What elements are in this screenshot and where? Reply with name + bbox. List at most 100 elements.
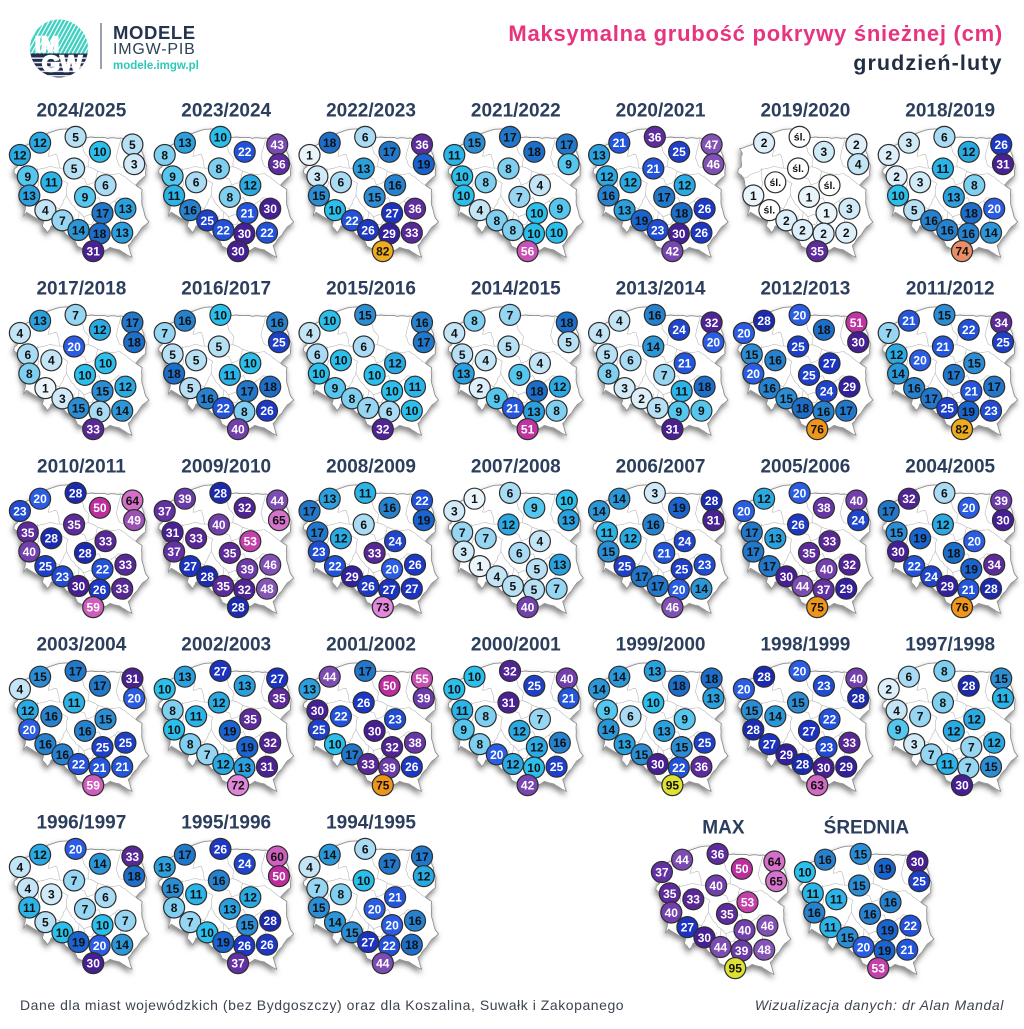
svg-text:31: 31 <box>502 696 516 710</box>
svg-text:11: 11 <box>190 888 203 902</box>
svg-text:25: 25 <box>802 368 816 382</box>
svg-text:20: 20 <box>913 354 927 368</box>
svg-text:5: 5 <box>42 916 49 930</box>
svg-text:7: 7 <box>59 214 66 228</box>
svg-text:20: 20 <box>857 940 871 954</box>
svg-text:18: 18 <box>167 367 181 381</box>
svg-text:26: 26 <box>238 939 252 953</box>
svg-text:16: 16 <box>553 736 567 750</box>
svg-text:13: 13 <box>648 664 662 678</box>
svg-text:6: 6 <box>362 130 369 144</box>
svg-text:11: 11 <box>223 368 236 382</box>
svg-text:11: 11 <box>937 162 950 176</box>
svg-text:19: 19 <box>635 214 649 228</box>
svg-text:śl.: śl. <box>769 177 781 189</box>
svg-text:4: 4 <box>596 326 603 340</box>
svg-text:36: 36 <box>272 158 286 172</box>
svg-text:13: 13 <box>116 226 130 240</box>
svg-text:42: 42 <box>666 245 680 259</box>
svg-text:12: 12 <box>334 532 348 546</box>
svg-text:7: 7 <box>507 308 514 322</box>
svg-text:12: 12 <box>936 518 950 532</box>
svg-text:35: 35 <box>663 887 677 901</box>
svg-text:28: 28 <box>78 546 92 560</box>
svg-text:2: 2 <box>820 227 827 241</box>
svg-text:16: 16 <box>178 314 192 328</box>
svg-text:17: 17 <box>503 130 517 144</box>
svg-text:IM: IM <box>35 32 59 57</box>
svg-text:30: 30 <box>651 757 665 771</box>
svg-text:6: 6 <box>507 486 514 500</box>
svg-text:7: 7 <box>204 748 211 762</box>
svg-text:17: 17 <box>383 857 397 871</box>
svg-text:13: 13 <box>223 902 237 916</box>
svg-text:22: 22 <box>904 919 918 933</box>
svg-text:16: 16 <box>647 518 661 532</box>
svg-text:22: 22 <box>908 560 922 574</box>
svg-text:51: 51 <box>850 316 864 330</box>
svg-text:10: 10 <box>647 696 661 710</box>
svg-text:15: 15 <box>468 136 482 150</box>
svg-text:33: 33 <box>368 546 382 560</box>
svg-text:20: 20 <box>988 202 1002 216</box>
svg-text:32: 32 <box>385 741 399 755</box>
svg-text:13: 13 <box>457 367 471 381</box>
svg-text:40: 40 <box>560 672 574 686</box>
svg-text:8: 8 <box>349 392 356 406</box>
svg-text:2020/2021: 2020/2021 <box>616 101 706 122</box>
svg-text:36: 36 <box>695 760 709 774</box>
svg-text:1: 1 <box>823 207 830 221</box>
svg-text:25: 25 <box>672 145 686 159</box>
svg-text:16: 16 <box>212 874 226 888</box>
svg-text:1: 1 <box>42 382 49 396</box>
svg-text:7: 7 <box>187 916 194 930</box>
svg-text:10: 10 <box>214 308 228 322</box>
svg-text:75: 75 <box>811 601 825 615</box>
svg-text:16: 16 <box>184 204 198 218</box>
svg-text:11: 11 <box>68 696 81 710</box>
svg-text:20: 20 <box>737 504 751 518</box>
svg-text:6: 6 <box>941 486 948 500</box>
svg-text:15: 15 <box>33 670 47 684</box>
svg-text:26: 26 <box>995 138 1009 152</box>
svg-text:2002/2003: 2002/2003 <box>181 635 271 656</box>
svg-text:16: 16 <box>408 914 422 928</box>
svg-text:95: 95 <box>666 779 680 793</box>
svg-text:22: 22 <box>217 401 231 415</box>
svg-text:5: 5 <box>72 130 79 144</box>
svg-text:12: 12 <box>502 518 516 532</box>
svg-text:18: 18 <box>128 870 142 884</box>
svg-text:35: 35 <box>802 546 816 560</box>
svg-text:16: 16 <box>45 710 59 724</box>
svg-text:7: 7 <box>661 368 668 382</box>
svg-text:8: 8 <box>216 162 223 176</box>
svg-text:7: 7 <box>122 914 129 928</box>
svg-text:32: 32 <box>705 316 719 330</box>
svg-text:10: 10 <box>328 738 342 752</box>
svg-text:10: 10 <box>334 354 348 368</box>
svg-text:12: 12 <box>513 724 527 738</box>
svg-text:19: 19 <box>878 944 892 958</box>
svg-text:15: 15 <box>72 401 86 415</box>
svg-text:15: 15 <box>635 748 649 762</box>
svg-text:20: 20 <box>93 939 107 953</box>
svg-text:21: 21 <box>901 943 915 957</box>
svg-text:6: 6 <box>627 354 634 368</box>
svg-text:1999/2000: 1999/2000 <box>616 635 706 656</box>
svg-text:24: 24 <box>672 323 686 337</box>
svg-text:27: 27 <box>802 724 816 738</box>
svg-text:9: 9 <box>332 382 339 396</box>
svg-text:27: 27 <box>385 207 399 221</box>
svg-text:28: 28 <box>747 723 761 737</box>
svg-text:47: 47 <box>705 138 719 152</box>
svg-text:3: 3 <box>821 145 828 159</box>
svg-text:27: 27 <box>184 560 198 574</box>
svg-text:31: 31 <box>666 423 680 437</box>
svg-text:15: 15 <box>791 696 805 710</box>
svg-text:20: 20 <box>33 492 47 506</box>
svg-text:12: 12 <box>530 741 544 755</box>
svg-text:14: 14 <box>328 916 342 930</box>
svg-text:11: 11 <box>456 704 469 718</box>
svg-text:30: 30 <box>911 855 925 869</box>
svg-text:4: 4 <box>476 204 483 218</box>
